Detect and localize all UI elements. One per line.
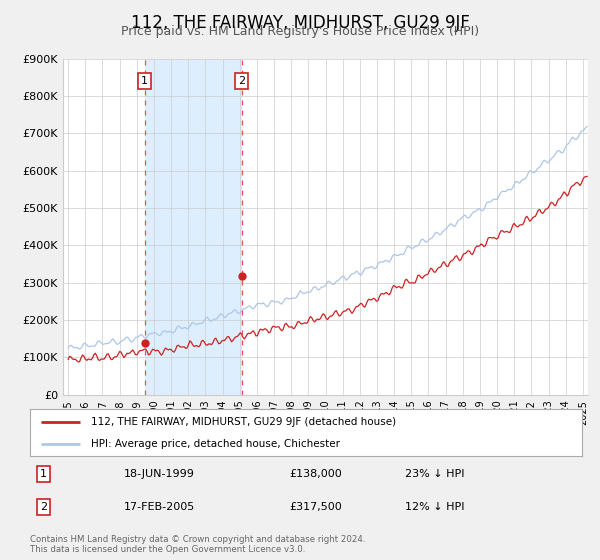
Text: £317,500: £317,500 xyxy=(289,502,342,512)
Text: 23% ↓ HPI: 23% ↓ HPI xyxy=(406,469,465,479)
Text: 1: 1 xyxy=(141,76,148,86)
Text: Contains HM Land Registry data © Crown copyright and database right 2024.
This d: Contains HM Land Registry data © Crown c… xyxy=(30,535,365,554)
Text: 17-FEB-2005: 17-FEB-2005 xyxy=(124,502,195,512)
Text: 112, THE FAIRWAY, MIDHURST, GU29 9JF: 112, THE FAIRWAY, MIDHURST, GU29 9JF xyxy=(131,14,469,32)
Text: 18-JUN-1999: 18-JUN-1999 xyxy=(124,469,195,479)
Text: 1: 1 xyxy=(40,469,47,479)
Text: 112, THE FAIRWAY, MIDHURST, GU29 9JF (detached house): 112, THE FAIRWAY, MIDHURST, GU29 9JF (de… xyxy=(91,417,396,427)
Text: 2: 2 xyxy=(40,502,47,512)
Text: 2: 2 xyxy=(238,76,245,86)
Text: 12% ↓ HPI: 12% ↓ HPI xyxy=(406,502,465,512)
Text: HPI: Average price, detached house, Chichester: HPI: Average price, detached house, Chic… xyxy=(91,438,340,449)
Text: Price paid vs. HM Land Registry's House Price Index (HPI): Price paid vs. HM Land Registry's House … xyxy=(121,25,479,38)
Bar xyxy=(145,59,242,395)
Text: £138,000: £138,000 xyxy=(289,469,342,479)
